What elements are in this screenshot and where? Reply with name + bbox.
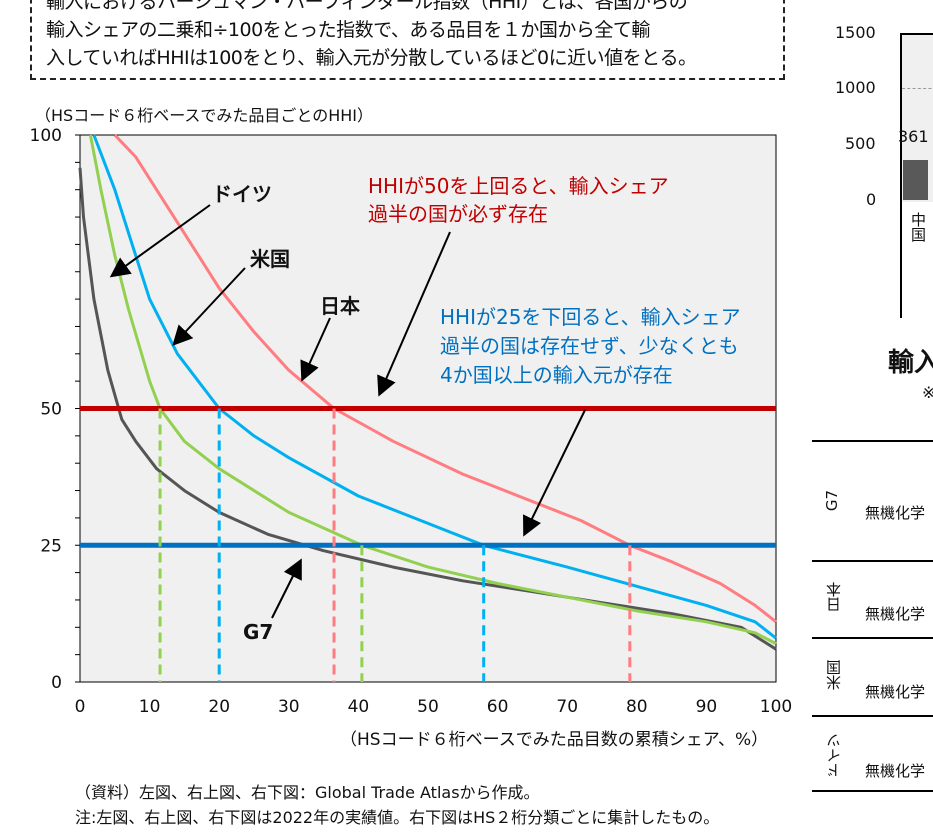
label-germany: ドイツ: [212, 182, 272, 206]
series-line-米国: [92, 134, 777, 640]
note-line: 入していればHHIは100をとり、輸入元が分散しているほど0に近い値をとる。: [46, 47, 697, 69]
annotation-line: HHIが25を下回ると、輸入シェア: [440, 305, 741, 329]
reference-line: [902, 88, 933, 89]
x-tick-label: 70: [556, 697, 578, 717]
x-tick-label: 0: [75, 697, 86, 717]
series-line-G7: [78, 167, 777, 651]
right-axis-line: [900, 200, 902, 318]
table-row-label: 米国: [825, 660, 843, 690]
table-row-value: 無機化学: [865, 605, 926, 623]
annotation-line: 過半の国は存在せず、少なくとも: [440, 334, 739, 358]
annotation-arrow: [523, 409, 586, 537]
table-rule: [812, 715, 933, 717]
annotation-arrow: [271, 558, 302, 619]
table-row-label: G7: [823, 490, 841, 512]
y-tick-label: 0: [51, 673, 62, 693]
note-line: 輸入シェアの二乗和÷100をとった指数で、ある品目を１か国から全て輸: [46, 19, 650, 41]
label-usa: 米国: [250, 247, 290, 271]
label-g7: G7: [243, 620, 274, 644]
annotation-line: 4か国以上の輸入元が存在: [440, 363, 673, 387]
series-line-ドイツ: [88, 134, 777, 646]
y-tick-label: 25: [40, 536, 62, 556]
annotation-hhi-50: HHIが50を上回ると、輸入シェア 過半の国が必ず存在: [368, 172, 669, 228]
y-tick-label: 100: [30, 126, 62, 146]
x-tick-label: 90: [696, 697, 718, 717]
y-axis-label: （HSコード６桁ベースでみた品目ごとのHHI）: [35, 106, 374, 125]
footnote: 注:左図、右上図、右下図は2022年の実績値。右下図はHS２桁分類ごとに集計した…: [75, 808, 720, 827]
bar-china: [903, 160, 928, 200]
x-axis-label: （HSコード６桁ベースでみた品目数の累積シェア、%）: [340, 730, 769, 750]
right-table-title: 輸入: [888, 348, 933, 378]
table-row-value: 無機化学: [865, 683, 926, 701]
table-row-value: 無機化学: [865, 504, 926, 522]
y-tick-label: 50: [40, 400, 62, 420]
annotation-arrow: [172, 267, 246, 346]
label-japan: 日本: [320, 294, 360, 318]
table-row-label: 日本: [825, 582, 843, 612]
note-line: 輸入におけるハーシュマン・ハーフィンダール指数（HHI）とは、各国からの: [46, 0, 688, 13]
table-rule: [812, 560, 933, 562]
x-tick-label: 60: [487, 697, 509, 717]
x-tick-label: 50: [417, 697, 439, 717]
x-tick-label: 10: [139, 697, 161, 717]
table-rule: [812, 440, 933, 442]
x-tick-label: 30: [278, 697, 300, 717]
y-tick: 500: [845, 134, 876, 153]
x-tick-label: 80: [626, 697, 648, 717]
table-rule: [812, 790, 933, 792]
table-row-label: ドイツ: [825, 733, 843, 778]
definition-note-box: 輸入におけるハーシュマン・ハーフィンダール指数（HHI）とは、各国からの 輸入シ…: [30, 0, 785, 80]
y-tick: 1000: [835, 78, 876, 97]
table-rule: [812, 637, 933, 639]
series-line-日本: [113, 133, 777, 623]
y-tick: 0: [866, 190, 877, 209]
annotation-line: HHIが50を上回ると、輸入シェア: [368, 174, 669, 198]
note-mark: ※: [922, 383, 933, 402]
annotation-arrow: [109, 204, 211, 278]
source-note: （資料）左図、右上図、右下図：Global Trade Atlasから作成。: [75, 783, 540, 802]
x-tick-label: 20: [208, 697, 230, 717]
annotation-arrow: [300, 317, 331, 382]
y-tick: 1500: [835, 23, 876, 42]
bar-label: 361: [898, 127, 929, 146]
table-row-value: 無機化学: [865, 762, 926, 780]
x-tick-label: 40: [348, 697, 370, 717]
annotation-line: 過半の国が必ず存在: [368, 202, 548, 226]
annotation-hhi-25: HHIが25を下回ると、輸入シェア 過半の国は存在せず、少なくとも 4か国以上の…: [440, 303, 741, 390]
x-tick-label: 100: [760, 697, 792, 717]
annotation-arrow: [377, 231, 451, 397]
category-label: 中国: [909, 212, 927, 242]
